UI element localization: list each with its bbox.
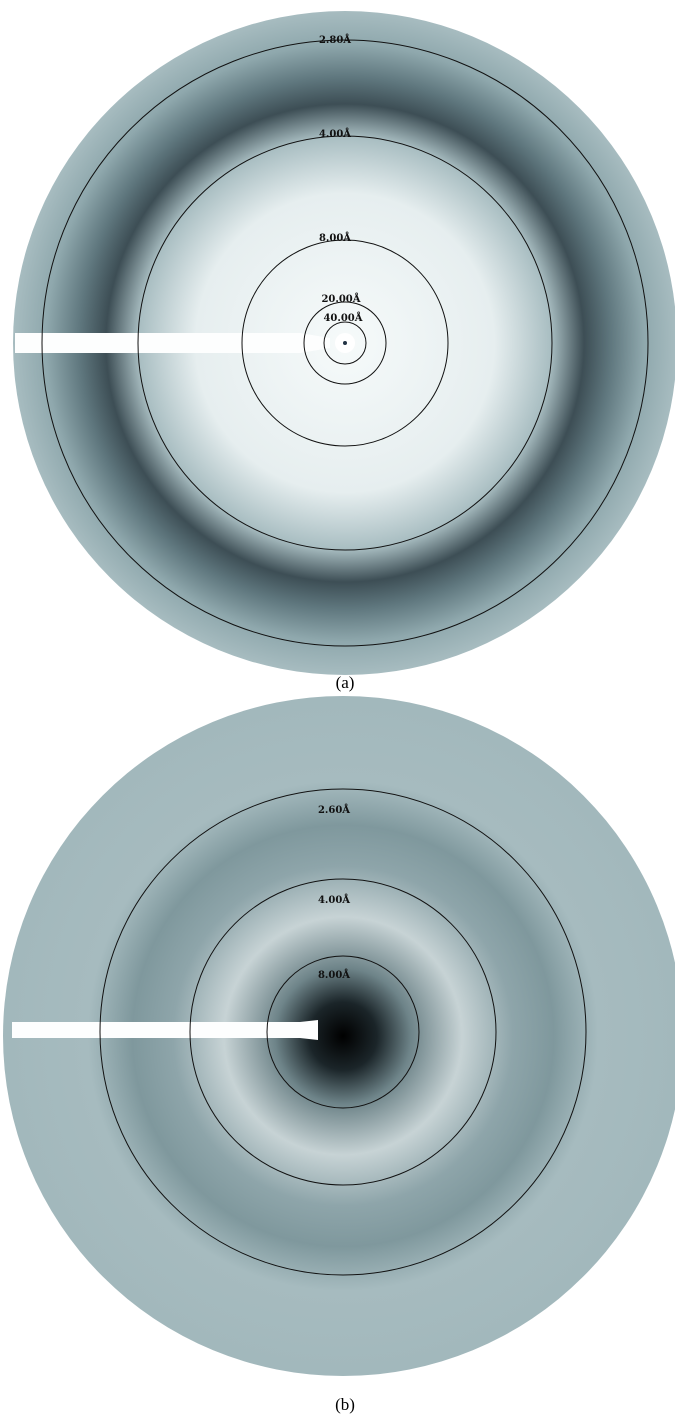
resolution-ring xyxy=(189,878,497,1186)
beamstop xyxy=(15,333,330,353)
beamstop xyxy=(12,1020,318,1040)
resolution-ring xyxy=(323,321,367,365)
resolution-ring xyxy=(266,955,420,1109)
resolution-ring xyxy=(99,788,587,1276)
beam-spot xyxy=(343,341,347,345)
resolution-ring xyxy=(241,239,449,447)
ring-label: 2.60Å xyxy=(318,804,350,816)
panel-b: 2.60Å 4.00Å 8.00Å (b) xyxy=(3,696,675,1414)
resolution-ring xyxy=(41,39,649,647)
ring-label: 8.00Å xyxy=(319,232,351,244)
detector-image xyxy=(3,696,675,1376)
panel-caption: (b) xyxy=(335,1395,355,1414)
ring-label: 20.00Å xyxy=(321,293,360,305)
ring-label: 4.00Å xyxy=(318,894,350,906)
ring-label: 4.00Å xyxy=(319,128,351,140)
resolution-ring xyxy=(137,135,553,551)
panel-caption: (a) xyxy=(336,673,355,692)
ring-label: 2.80Å xyxy=(319,34,351,46)
panel-a: 2.80Å 4.00Å 8.00Å 20.00Å 40.00Å (a) xyxy=(13,11,675,692)
ring-label: 8.00Å xyxy=(318,969,350,981)
ring-label: 40.00Å xyxy=(323,312,362,324)
resolution-ring xyxy=(303,301,387,385)
